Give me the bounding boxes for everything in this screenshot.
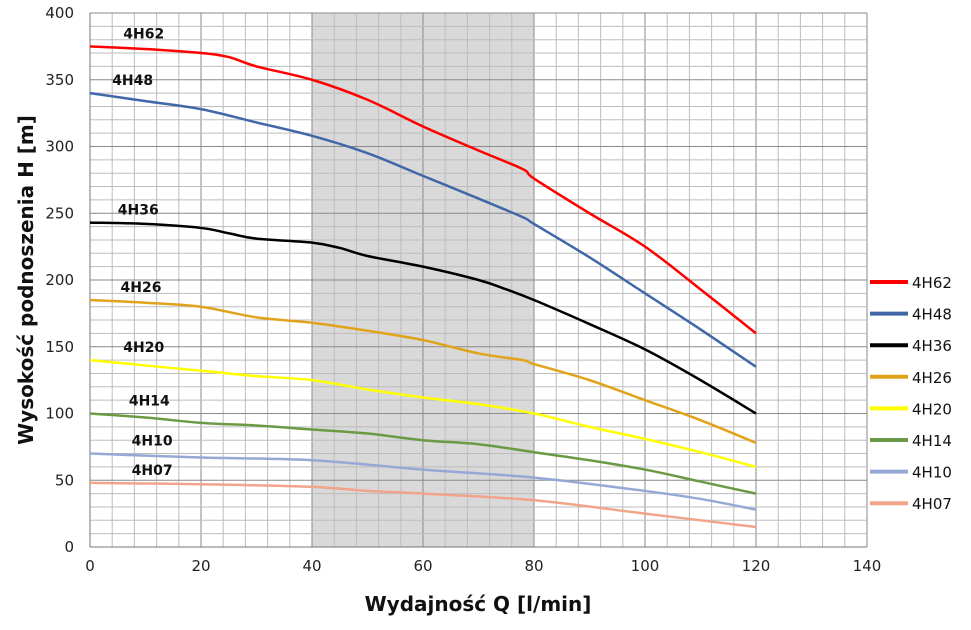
- series-line-4h14: [89, 412, 757, 495]
- series-line-4h26: [89, 298, 757, 445]
- x-axis-label: Wydajność Q [l/min]: [365, 592, 592, 616]
- series-label-4h62: 4H62: [123, 26, 164, 42]
- x-tick-label: 80: [524, 557, 543, 575]
- series-label-4h14: 4H14: [129, 394, 170, 410]
- series-label-4h07: 4H07: [132, 463, 173, 479]
- series-label-4h36: 4H36: [118, 203, 159, 219]
- legend-label-4h48: 4H48: [912, 306, 952, 324]
- y-tick-label: 100: [45, 405, 74, 423]
- legend-label-4h36: 4H36: [912, 337, 952, 355]
- series-line-4h48: [89, 91, 757, 368]
- y-tick-label: 150: [45, 338, 74, 356]
- series-label-4h10: 4H10: [132, 434, 173, 450]
- series-line-4h10: [89, 452, 757, 511]
- x-tick-label: 120: [742, 557, 771, 575]
- series-label-4h48: 4H48: [112, 73, 153, 89]
- y-tick-label: 400: [45, 4, 74, 22]
- legend-label-4h10: 4H10: [912, 464, 952, 482]
- x-tick-label: 60: [413, 557, 432, 575]
- x-tick-label: 20: [191, 557, 210, 575]
- x-tick-label: 0: [85, 557, 95, 575]
- x-tick-label: 140: [853, 557, 882, 575]
- y-tick-label: 350: [45, 71, 74, 89]
- y-tick-label: 250: [45, 204, 74, 222]
- legend-label-4h62: 4H62: [912, 274, 952, 292]
- legend-label-4h26: 4H26: [912, 369, 952, 387]
- series-label-4h20: 4H20: [123, 340, 164, 356]
- series-line-4h07: [89, 481, 757, 529]
- legend-label-4h07: 4H07: [912, 495, 952, 513]
- x-tick-label: 40: [302, 557, 321, 575]
- legend-label-4h14: 4H14: [912, 432, 952, 450]
- y-tick-label: 50: [55, 471, 74, 489]
- series-label-4h26: 4H26: [121, 280, 162, 296]
- y-axis-label: Wysokość podnoszenia H [m]: [14, 115, 38, 445]
- x-tick-label: 100: [631, 557, 660, 575]
- series-line-4h36: [89, 221, 757, 415]
- series-line-4h20: [89, 358, 757, 469]
- series-line-4h62: [89, 45, 757, 335]
- y-tick-label: 200: [45, 271, 74, 289]
- y-tick-label: 300: [45, 138, 74, 156]
- legend-label-4h20: 4H20: [912, 400, 952, 418]
- y-tick-label: 0: [64, 538, 74, 556]
